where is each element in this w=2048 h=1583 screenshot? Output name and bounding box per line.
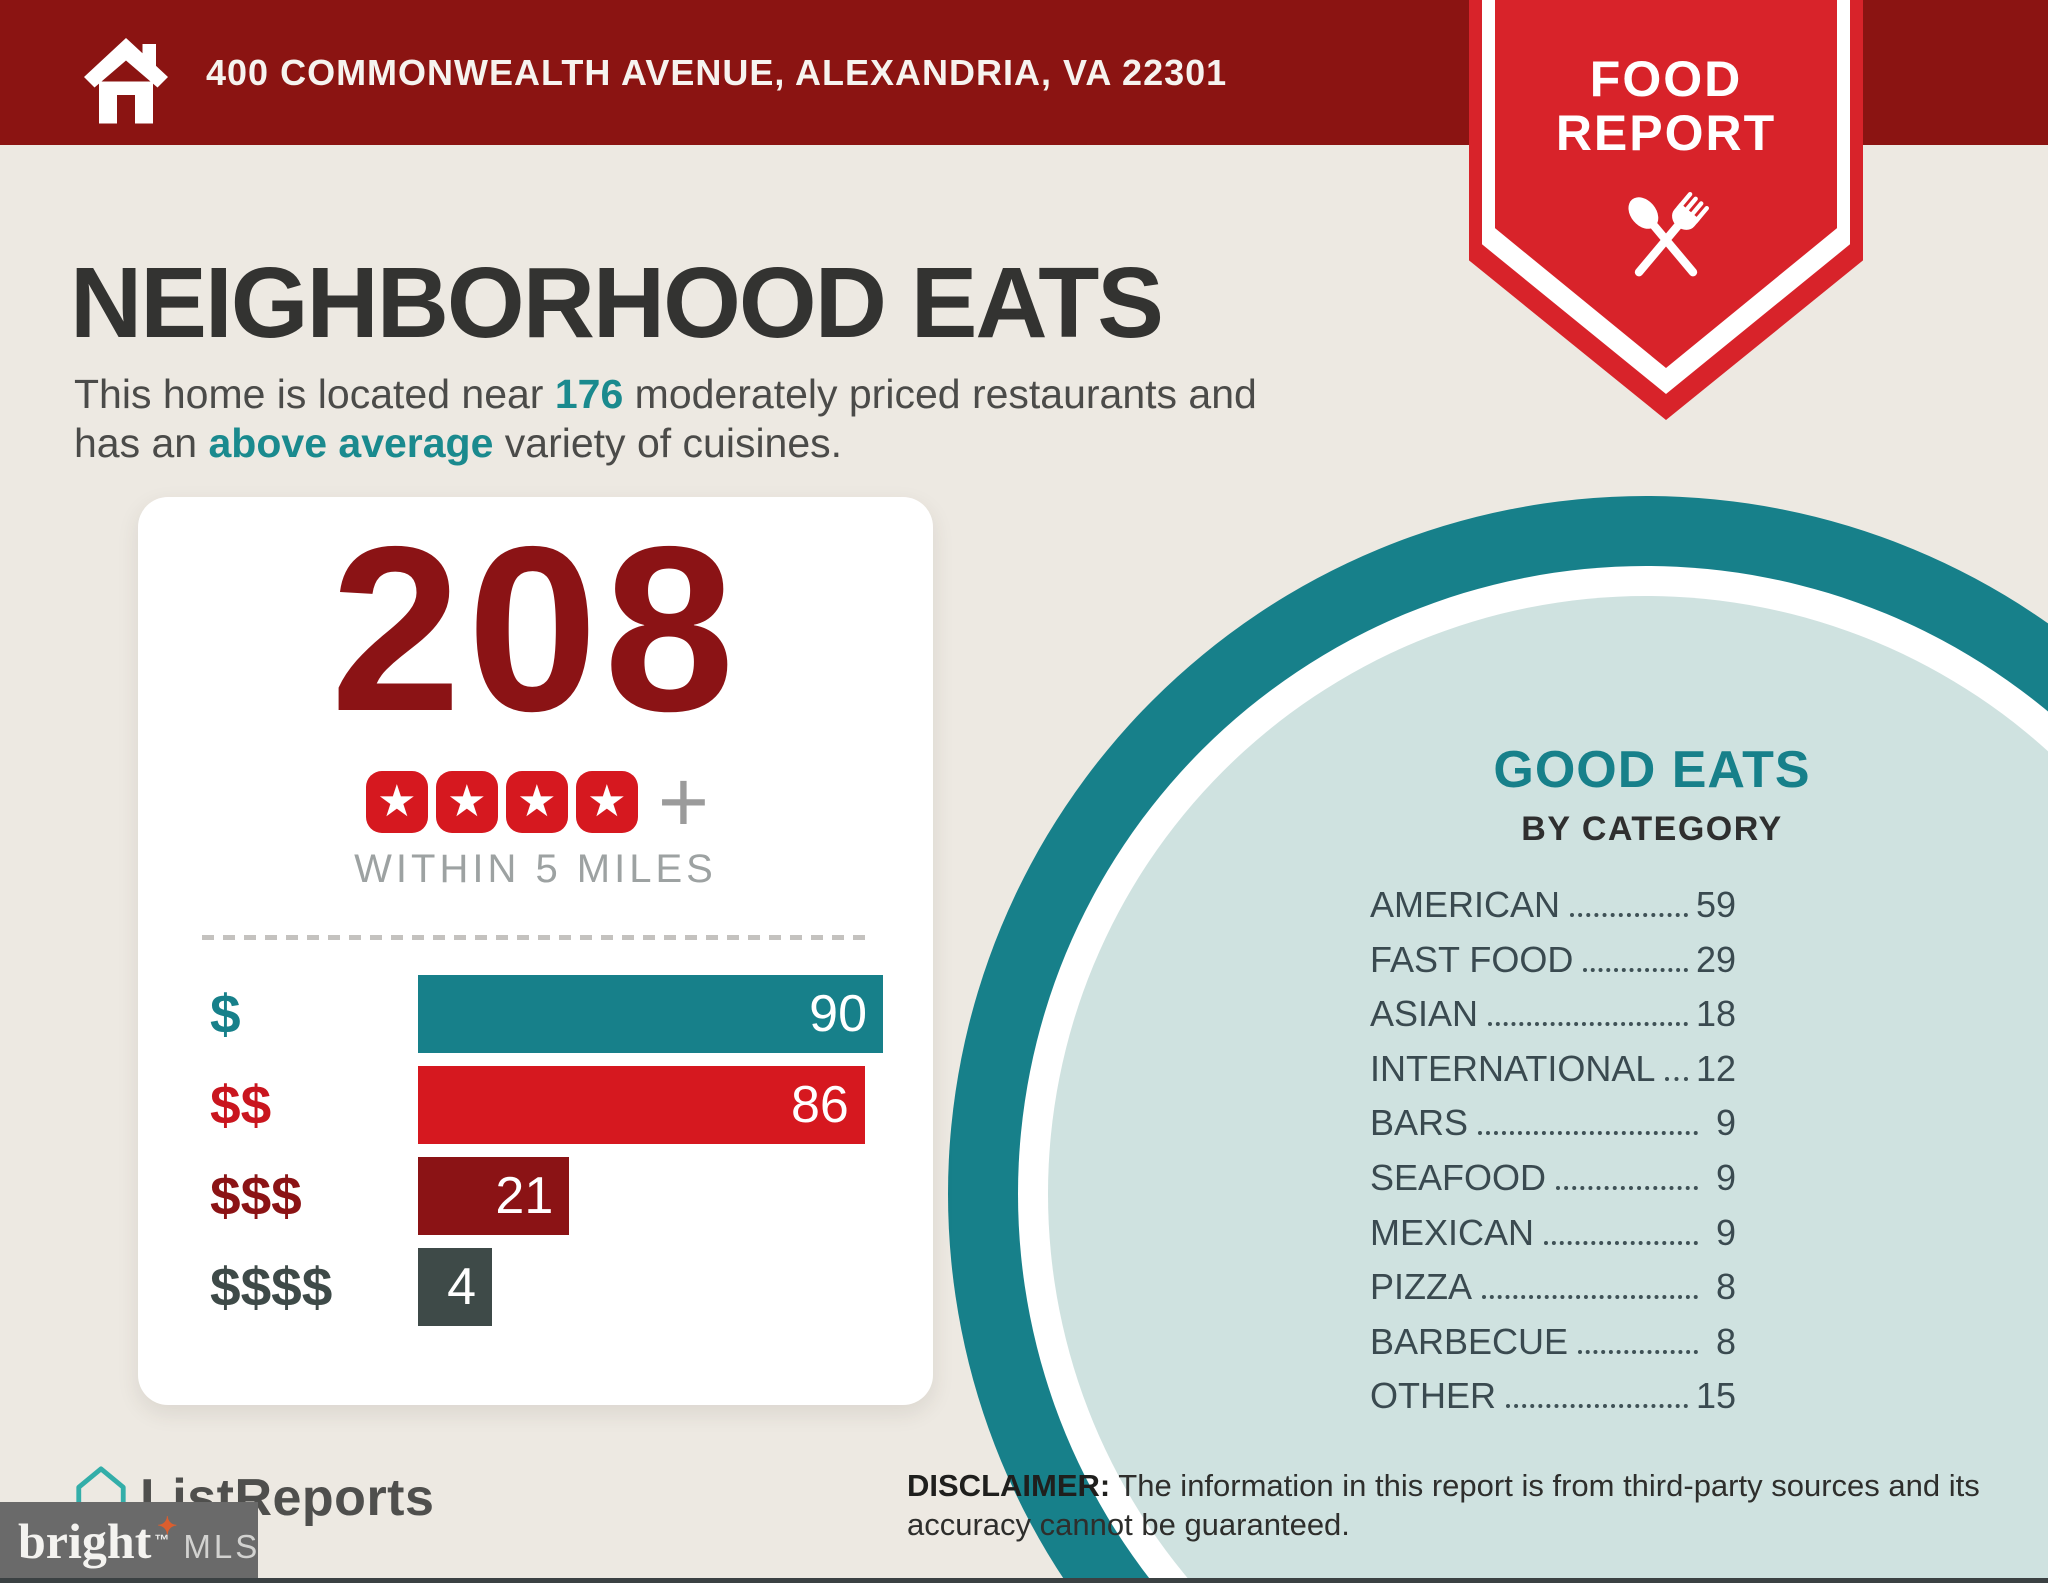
- category-value: 8: [1715, 1266, 1736, 1308]
- price-tier-label: $$: [210, 1074, 272, 1136]
- good-eats-subtitle: BY CATEGORY: [1521, 810, 1783, 848]
- badge-title-line2: REPORT: [1555, 105, 1777, 161]
- bar: 4: [418, 1248, 492, 1326]
- category-row: INTERNATIONAL 12: [1370, 1048, 1736, 1103]
- category-value: 12: [1695, 1047, 1736, 1089]
- category-label: SEAFOOD: [1370, 1156, 1547, 1198]
- category-value: 15: [1695, 1375, 1736, 1417]
- category-value: 9: [1715, 1211, 1736, 1253]
- intro-mid: moderately priced restaurants and has an: [74, 371, 1257, 466]
- star-icon: ★: [435, 771, 498, 833]
- category-value: 9: [1715, 1156, 1736, 1198]
- variety-highlight: above average: [208, 420, 494, 466]
- price-tier-row: $$$$ 4: [138, 1248, 933, 1326]
- category-label: MEXICAN: [1370, 1211, 1535, 1253]
- category-label: PIZZA: [1370, 1266, 1473, 1308]
- good-eats-category-list: AMERICAN 59 FAST FOOD 29 ASIAN 18 INTERNATI…: [1370, 884, 1736, 1430]
- price-tier-row: $$ 86: [138, 1066, 933, 1144]
- category-label: BARS: [1370, 1102, 1469, 1144]
- star-icon: ★: [505, 771, 568, 833]
- dotted-leader: [1488, 1022, 1688, 1027]
- mls-label: MLS: [183, 1528, 261, 1565]
- bottom-edge-strip: [0, 1578, 2048, 1583]
- bright-mls-logo: bright ✦ ™ MLS: [0, 1502, 258, 1580]
- badge-title-line1: FOOD: [1589, 51, 1743, 107]
- price-tier-row: $ 90: [138, 975, 933, 1053]
- radius-caption: WITHIN 5 MILES: [354, 847, 717, 891]
- bar: 21: [418, 1157, 570, 1235]
- price-tier-label: $: [210, 983, 241, 1045]
- category-label: INTERNATIONAL: [1370, 1047, 1656, 1089]
- dotted-leader: [1544, 1240, 1698, 1245]
- bar-track: 86: [418, 1066, 883, 1144]
- total-restaurants: 208: [330, 497, 741, 760]
- dotted-leader: [1570, 913, 1688, 917]
- restaurant-stats-card: 208 ★ ★ ★ ★ + WITHIN 5 MILES $ 90 $$: [138, 497, 933, 1405]
- dotted-leader: [1478, 1131, 1698, 1136]
- category-value: 59: [1695, 884, 1736, 925]
- category-value: 18: [1695, 993, 1736, 1035]
- dotted-leader: [1482, 1295, 1698, 1300]
- disclaimer: DISCLAIMER: The information in this repo…: [907, 1466, 2048, 1544]
- bright-wordmark: bright ✦ ™: [18, 1513, 177, 1566]
- intro-post: variety of cuisines.: [493, 420, 843, 466]
- ribbon-content: FOOD REPORT: [1469, 52, 1863, 311]
- bar-value: 4: [447, 1258, 476, 1316]
- category-row: OTHER 15: [1370, 1375, 1736, 1430]
- food-report-badge: FOOD REPORT: [1469, 0, 1863, 420]
- disclaimer-label: DISCLAIMER:: [907, 1468, 1111, 1503]
- price-tier-row: $$$ 21: [138, 1157, 933, 1235]
- category-row: BARBECUE 8: [1370, 1321, 1736, 1376]
- category-row: SEAFOOD 9: [1370, 1157, 1736, 1212]
- bar-value: 90: [809, 985, 867, 1043]
- category-label: FAST FOOD: [1370, 938, 1574, 980]
- property-address: 400 COMMONWEALTH AVENUE, ALEXANDRIA, VA …: [206, 51, 1228, 93]
- intro-pre: This home is located near: [74, 371, 555, 417]
- category-value: 8: [1715, 1320, 1736, 1362]
- category-label: ASIAN: [1370, 993, 1479, 1035]
- restaurant-count: 176: [554, 371, 624, 417]
- bar-value: 21: [495, 1167, 554, 1225]
- dotted-leader: [1665, 1076, 1688, 1081]
- bar: 86: [418, 1066, 865, 1144]
- star-icon: ★: [365, 771, 428, 833]
- bar-track: 4: [418, 1248, 883, 1326]
- category-value: 9: [1715, 1102, 1736, 1144]
- bar-track: 90: [418, 975, 883, 1053]
- category-row: BARS 9: [1370, 1102, 1736, 1157]
- intro-paragraph: This home is located near 176 moderately…: [74, 370, 1274, 468]
- dotted-leader: [1578, 1349, 1698, 1354]
- category-row: PIZZA 8: [1370, 1266, 1736, 1321]
- category-value: 29: [1695, 938, 1736, 980]
- price-tier-label: $$$: [210, 1165, 302, 1227]
- bar-value: 86: [790, 1076, 849, 1134]
- dotted-leader: [1556, 1185, 1698, 1190]
- category-label: OTHER: [1370, 1375, 1496, 1417]
- plus-icon: +: [657, 752, 710, 851]
- home-icon: [84, 38, 168, 124]
- crossed-spoon-fork-icon: [1628, 191, 1709, 277]
- category-row: ASIAN 18: [1370, 993, 1736, 1048]
- price-tier-label: $$$$: [210, 1256, 333, 1318]
- category-label: AMERICAN: [1370, 884, 1561, 925]
- rating-row: ★ ★ ★ ★ +: [138, 752, 933, 851]
- sparkle-icon: ✦: [157, 1513, 178, 1540]
- dashed-divider: [202, 935, 869, 940]
- bar: 90: [418, 975, 883, 1053]
- category-row: MEXICAN 9: [1370, 1212, 1736, 1267]
- trademark-symbol: ™: [154, 1532, 170, 1549]
- good-eats-header: GOOD EATS BY CATEGORY: [1252, 740, 2048, 849]
- star-icon: ★: [575, 771, 638, 833]
- bar-track: 21: [418, 1157, 883, 1235]
- page-title: NEIGHBORHOOD EATS: [70, 247, 1164, 359]
- disclaimer-text: The information in this report is from t…: [907, 1468, 1980, 1542]
- category-label: BARBECUE: [1370, 1320, 1569, 1362]
- category-row: FAST FOOD 29: [1370, 939, 1736, 994]
- good-eats-title: GOOD EATS: [1493, 741, 1811, 799]
- category-row: AMERICAN 59: [1370, 884, 1736, 939]
- dotted-leader: [1506, 1404, 1688, 1409]
- dotted-leader: [1583, 967, 1688, 972]
- price-tier-chart: $ 90 $$ 86 $$$ 21: [138, 975, 933, 1339]
